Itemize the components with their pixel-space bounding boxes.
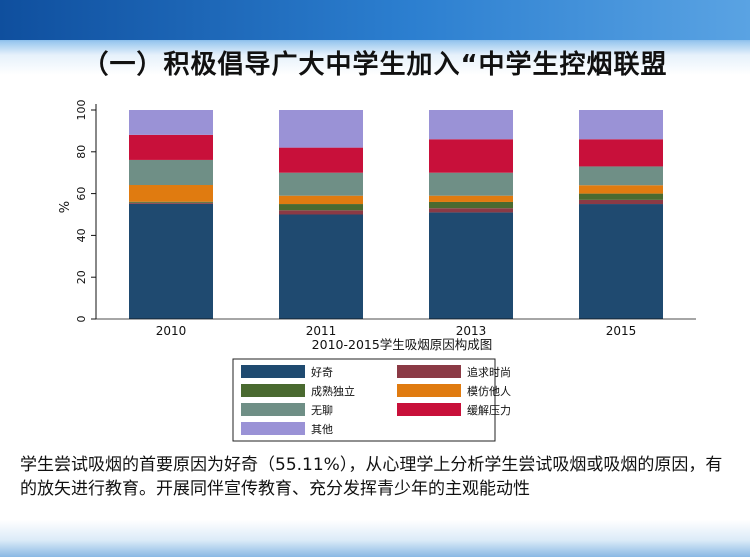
legend-label: 追求时尚 [467,365,511,379]
bar-segment-2015-5 [579,139,663,167]
legend-swatch [397,384,461,397]
bar-segment-2013-4 [429,172,513,196]
bar-segment-2015-3 [579,185,663,194]
bar-segment-2010-0 [129,203,213,319]
bar-segment-2010-4 [129,159,213,186]
y-tick-label: 60 [75,187,88,201]
bar-segment-2013-1 [429,208,513,213]
y-axis-label: % [58,201,73,213]
slide-title: （一）积极倡导广大中学生加入“中学生控烟联盟 [82,50,668,80]
top-banner [0,0,750,40]
bar-segment-2013-0 [429,212,513,319]
legend-label: 好奇 [311,365,333,379]
bar-segment-2015-1 [579,199,663,205]
bar-segment-2015-6 [579,110,663,140]
legend-label: 缓解压力 [467,403,511,417]
y-tick-label: 20 [75,270,88,284]
legend-swatch [397,365,461,378]
bar-segment-2015-2 [579,193,663,200]
x-tick-label: 2013 [456,324,487,338]
x-tick-label: 2011 [306,324,337,338]
y-tick-label: 80 [75,145,88,159]
chart-panel: 2010 2011 2013 2015 0 20 40 60 80 100 % 2010-2015… [41,85,709,445]
y-tick-label: 40 [75,228,88,242]
bars-layer [129,110,663,319]
axis-layer: 2010 2011 2013 2015 0 20 40 60 80 100 [75,100,696,338]
bar-segment-2011-1 [279,210,363,215]
legend-swatch [241,384,305,397]
bar-segment-2011-3 [279,195,363,205]
legend-label: 其他 [311,423,333,436]
legend-swatch [241,422,305,435]
legend-swatch [397,403,461,416]
x-tick-label: 2010 [156,324,187,338]
bar-segment-2013-5 [429,139,513,173]
y-tick-label: 0 [75,316,88,323]
bar-segment-2010-1 [129,202,213,204]
bar-segment-2013-6 [429,110,513,140]
bar-segment-2013-2 [429,201,513,209]
legend-label: 模仿他人 [467,385,511,398]
bar-segment-2011-6 [279,110,363,148]
bar-segment-2011-4 [279,172,363,196]
bar-segment-2010-5 [129,134,213,160]
bar-segment-2011-5 [279,147,363,173]
bar-segment-2013-3 [429,195,513,202]
stacked-bar-chart: 2010 2011 2013 2015 0 20 40 60 80 100 % 2010-2015… [58,97,696,442]
legend-swatch [241,365,305,378]
bar-segment-2015-0 [579,204,663,319]
body-paragraph: 学生尝试吸烟的首要原因为好奇（55.11%），从心理学上分析学生尝试吸烟或吸烟的… [20,455,723,499]
y-tick-label: 100 [75,100,88,121]
bar-segment-2011-0 [279,214,363,319]
bar-segment-2011-2 [279,204,363,211]
legend-label: 无聊 [311,403,333,417]
bar-segment-2010-3 [129,185,213,202]
chart-title: 2010-2015学生吸烟原因构成图 [312,337,493,352]
legend-swatch [241,403,305,416]
bar-segment-2010-6 [129,110,213,135]
x-tick-label: 2015 [606,324,637,338]
legend-label: 成熟独立 [311,384,355,398]
bar-segment-2010-2 [129,201,213,203]
bar-segment-2015-4 [579,166,663,186]
